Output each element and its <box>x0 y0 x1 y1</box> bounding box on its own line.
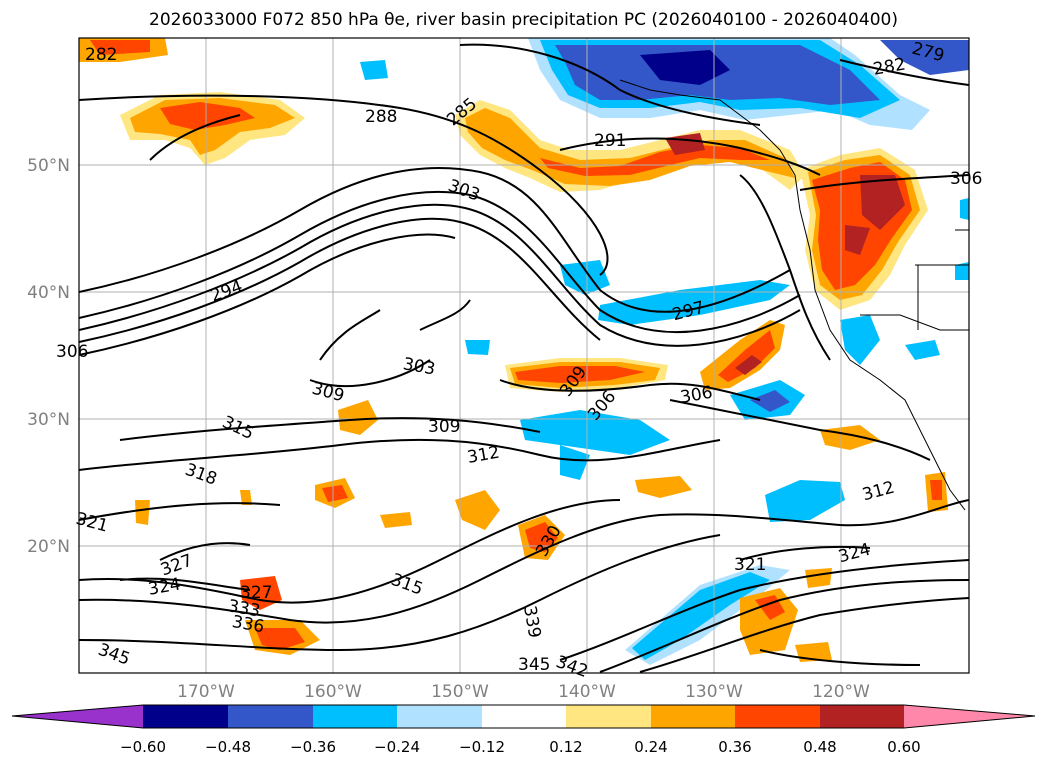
contour-label: 306 <box>950 169 982 189</box>
contour-label: 291 <box>594 131 626 151</box>
colorbar-segment <box>397 705 482 728</box>
colorbar-segment <box>482 705 566 728</box>
shaded-fields <box>79 38 969 665</box>
lat-label: 50°N <box>27 156 70 176</box>
colorbar-tick: 0.12 <box>549 738 582 756</box>
colorbar-segment <box>820 705 904 728</box>
colorbar-tick: −0.60 <box>120 738 166 756</box>
colorbar-tick: −0.24 <box>374 738 420 756</box>
colorbar-segment <box>566 705 651 728</box>
colorbar-segment <box>143 705 228 728</box>
lat-label: 40°N <box>27 283 70 303</box>
contour-label: 282 <box>85 45 117 65</box>
coastlines <box>619 79 969 511</box>
colorbar-tick: 0.48 <box>803 738 836 756</box>
lon-label: 140°W <box>558 682 616 702</box>
lon-label: 150°W <box>431 682 489 702</box>
colorbar-segment <box>313 705 397 728</box>
lon-label: 170°W <box>177 682 235 702</box>
colorbar-tick: −0.12 <box>459 738 505 756</box>
contour-label: 306 <box>56 342 88 362</box>
plot-frame <box>78 37 970 674</box>
lat-label: 30°N <box>27 410 70 430</box>
colorbar-segment <box>228 705 313 728</box>
colorbar-extend-low <box>12 705 143 728</box>
colorbar-segment <box>735 705 820 728</box>
contour-label: 321 <box>734 555 766 575</box>
lon-label: 160°W <box>304 682 362 702</box>
contour-label: 327 <box>240 583 272 603</box>
lat-label: 20°N <box>27 537 70 557</box>
contour-label: 309 <box>428 417 460 437</box>
contour-label: 288 <box>365 107 397 127</box>
colorbar-outline <box>11 704 1036 729</box>
colorbar-segment <box>651 705 735 728</box>
lon-label: 120°W <box>812 682 870 702</box>
neg-region-central <box>598 280 790 325</box>
colorbar: −0.60 −0.48 −0.36 −0.24 −0.12 0.12 0.24 … <box>11 704 1036 756</box>
colorbar-tick: 0.60 <box>887 738 920 756</box>
lon-label: 130°W <box>685 682 743 702</box>
longitude-axis: 170°W 160°W 150°W 140°W 130°W 120°W <box>177 682 870 702</box>
theta-e-contours <box>79 43 969 673</box>
map-title: 2026033000 F072 850 hPa θe, river basin … <box>149 10 898 30</box>
colorbar-tick: 0.24 <box>634 738 667 756</box>
latitude-axis: 50°N 40°N 30°N 20°N <box>27 156 70 557</box>
colorbar-tick: −0.48 <box>205 738 251 756</box>
colorbar-extend-high <box>904 705 1035 728</box>
colorbar-tick: −0.36 <box>290 738 336 756</box>
contour-label: 345 <box>518 655 550 675</box>
colorbar-tick: 0.36 <box>718 738 751 756</box>
